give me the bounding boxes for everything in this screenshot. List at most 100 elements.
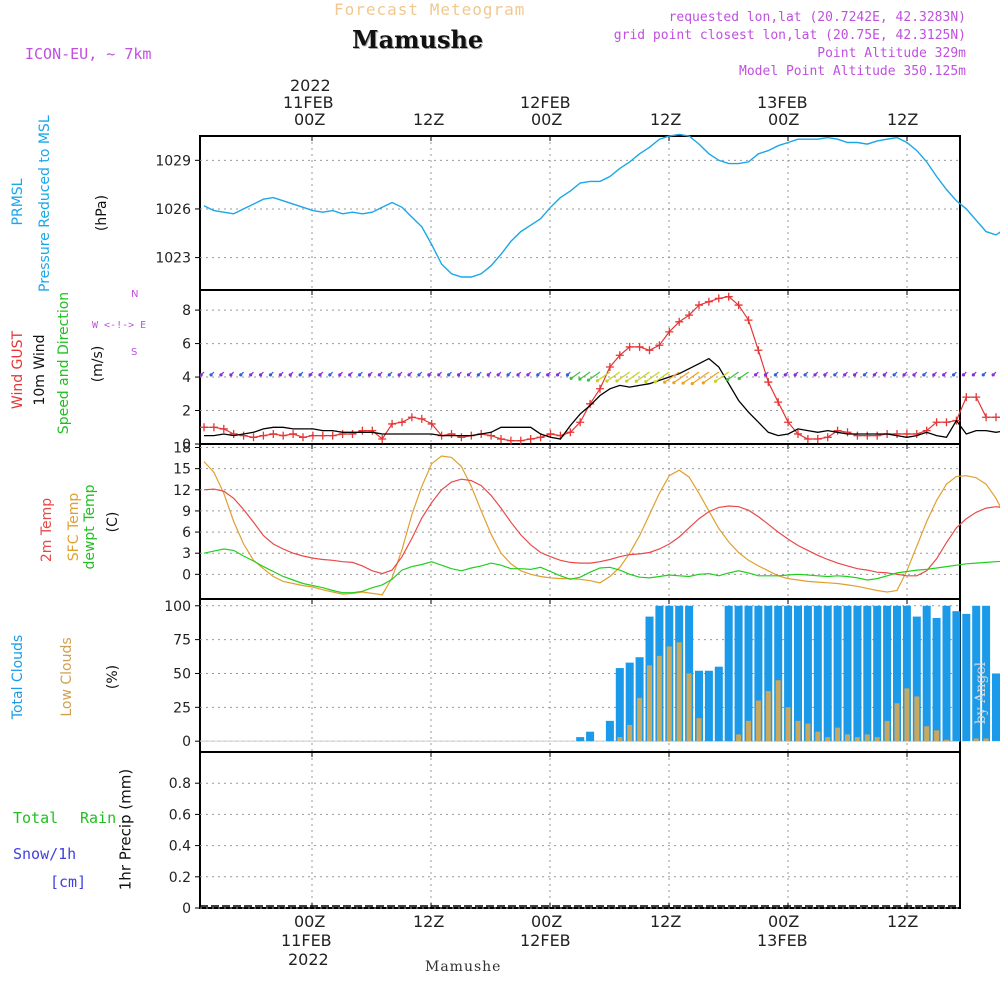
p5-label-rain: Rain bbox=[80, 809, 117, 827]
wind-direction-arrow bbox=[645, 371, 660, 383]
bottom-label-1-date: 11FEB bbox=[281, 931, 332, 950]
wind-arrow-head bbox=[318, 373, 322, 377]
wind-arrow-head bbox=[328, 373, 332, 377]
wind-arrow-head bbox=[546, 373, 550, 377]
wind-arrow-head bbox=[783, 373, 787, 377]
p4-label-total: Total Clouds bbox=[10, 634, 26, 720]
low-clouds-bar bbox=[845, 734, 850, 742]
ytick-label-p3-2: 6 bbox=[182, 525, 191, 541]
gust-marker bbox=[457, 433, 466, 442]
low-clouds-bar bbox=[805, 723, 811, 742]
wind-arrow-head bbox=[672, 381, 676, 385]
total-clouds-bar bbox=[883, 605, 892, 742]
gust-marker bbox=[407, 413, 416, 422]
gust-marker bbox=[803, 434, 812, 443]
total-clouds-bar bbox=[982, 605, 991, 742]
total-clouds-bar bbox=[843, 605, 852, 742]
gust-marker bbox=[932, 418, 941, 427]
panel-frame-5 bbox=[199, 751, 961, 909]
gust-marker bbox=[744, 316, 753, 325]
p4-unit: (%) bbox=[105, 664, 121, 690]
low-clouds-bar bbox=[854, 737, 860, 742]
gust-marker bbox=[784, 418, 793, 427]
low-clouds-bar bbox=[775, 680, 781, 742]
wind-arrow-head bbox=[209, 373, 213, 377]
gust-marker bbox=[794, 429, 802, 438]
p2-label-gust: Wind GUST bbox=[10, 330, 26, 410]
total-clouds-bar bbox=[803, 605, 812, 742]
p5-label-snow: Snow/1h bbox=[13, 845, 77, 863]
wind-line bbox=[204, 357, 1000, 440]
gust-marker bbox=[724, 292, 733, 301]
total-clouds-bar bbox=[754, 605, 763, 742]
footer-location: Mamushe bbox=[425, 959, 502, 975]
p5-unit: 1hr Precip (mm) bbox=[116, 768, 135, 891]
gust-marker bbox=[338, 429, 347, 438]
wind-arrow-head bbox=[793, 373, 797, 377]
wind-arrow-head bbox=[644, 379, 648, 384]
top-label-1-date: 11FEB bbox=[283, 93, 334, 112]
total-clouds-bar bbox=[863, 605, 872, 742]
wind-arrow-head bbox=[348, 373, 352, 377]
wind-direction-arrow bbox=[616, 371, 631, 382]
gust-marker bbox=[823, 433, 832, 442]
total-clouds-bar bbox=[586, 731, 595, 742]
gust-marker bbox=[873, 431, 882, 440]
gust-marker bbox=[229, 429, 238, 438]
low-clouds-bar bbox=[914, 696, 920, 742]
total-clouds-bar bbox=[784, 605, 793, 742]
wind-arrow-head bbox=[912, 373, 916, 377]
ytick-label-p1-2: 1029 bbox=[155, 153, 191, 169]
ytick-label-p4-4: 100 bbox=[164, 599, 191, 615]
bottom-label-3-hour: 00Z bbox=[531, 912, 563, 931]
low-clouds-bar bbox=[904, 688, 910, 742]
gust-marker bbox=[427, 419, 436, 428]
bottom-label-5-date: 13FEB bbox=[757, 931, 808, 950]
p1-label-pressure: Pressure Reduced to MSL bbox=[37, 115, 53, 292]
wind-direction-arrow bbox=[673, 371, 690, 384]
total-clouds-bar bbox=[774, 605, 783, 742]
wind-arrow-head bbox=[578, 377, 582, 381]
total-clouds-bar bbox=[685, 605, 694, 742]
p5-label-cm: [cm] bbox=[50, 873, 87, 891]
wind-direction-arrow bbox=[606, 371, 621, 382]
wind-arrow-head bbox=[951, 373, 956, 377]
wind-arrow-head bbox=[823, 373, 827, 377]
wind-direction-arrow bbox=[626, 371, 640, 382]
wind-arrow-head bbox=[595, 379, 600, 383]
low-clouds-bar bbox=[815, 731, 821, 742]
ytick-label-p1-1: 1026 bbox=[155, 202, 191, 218]
ytick-label-p3-0: 0 bbox=[182, 567, 191, 583]
gust-marker bbox=[754, 346, 763, 355]
total-clouds-bar bbox=[893, 605, 901, 742]
gust-marker bbox=[615, 351, 624, 360]
low-clouds-bar bbox=[835, 727, 841, 742]
model-altitude: Model Point Altitude 350.125m bbox=[739, 64, 966, 79]
ytick-label-p5-0: 0 bbox=[182, 901, 191, 917]
wind-arrow-head bbox=[407, 373, 411, 377]
low-clouds-bar bbox=[894, 703, 900, 742]
gust-marker bbox=[586, 399, 595, 408]
low-clouds-bar bbox=[617, 737, 623, 742]
top-label-4-hour: 12Z bbox=[650, 110, 682, 129]
ytick-label-p4-0: 0 bbox=[182, 734, 191, 750]
wind-arrow-head bbox=[625, 379, 629, 383]
low-clouds-bar bbox=[924, 726, 930, 742]
gust-marker bbox=[259, 431, 268, 440]
ytick-label-p2-4: 8 bbox=[182, 303, 191, 319]
ytick-label-p3-3: 9 bbox=[182, 504, 191, 520]
low-clouds-bar bbox=[746, 720, 751, 742]
gust-marker bbox=[299, 433, 307, 442]
ytick-label-p3-1: 3 bbox=[182, 546, 191, 562]
credit-watermark: by Angel bbox=[973, 661, 989, 725]
gust-marker bbox=[516, 436, 525, 445]
total-clouds-bar bbox=[992, 673, 1000, 742]
wind-arrow-head bbox=[653, 380, 657, 384]
total-clouds-bar bbox=[833, 605, 842, 742]
low-clouds-bar bbox=[825, 737, 831, 742]
p3-label-dewpt: dewpt Temp bbox=[82, 484, 98, 570]
wind-direction-arrow bbox=[738, 371, 749, 380]
ytick-label-p5-2: 0.4 bbox=[169, 839, 191, 855]
gust-marker bbox=[843, 428, 852, 437]
wind-direction-arrow bbox=[727, 371, 739, 381]
